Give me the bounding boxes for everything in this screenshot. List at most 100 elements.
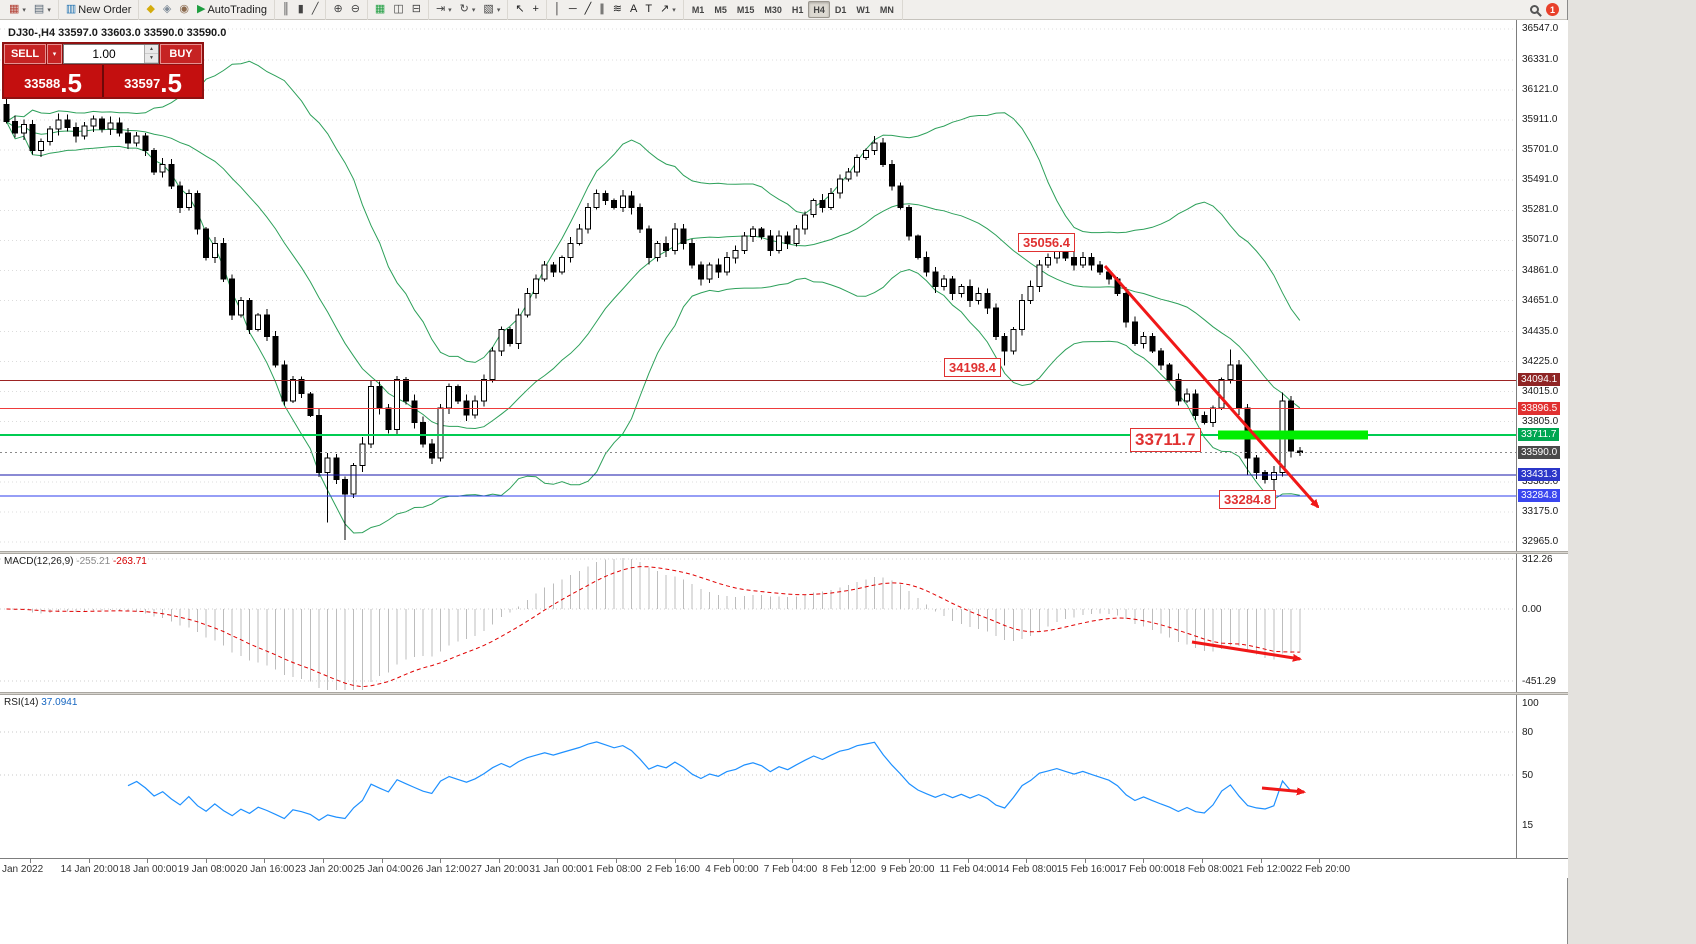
tile-windows-icon: ▦	[374, 3, 386, 15]
trendline-button[interactable]: ╱	[581, 1, 596, 18]
one-click-menu-button[interactable]: ▾	[47, 44, 62, 64]
expert-advisors-button[interactable]: ◆	[142, 1, 158, 18]
tf-mn-button[interactable]: MN	[875, 1, 899, 18]
price-axis-label: 33385.0	[1522, 475, 1559, 487]
fibonacci-retracement-button[interactable]: ≋	[609, 1, 626, 18]
trendline-icon: ╱	[584, 3, 592, 15]
market-button[interactable]: ◈	[159, 1, 175, 18]
tf-h1-button[interactable]: H1	[787, 1, 809, 18]
time-axis-label: 26 Jan 12:00	[412, 864, 471, 875]
expert-advisors-icon: ◆	[146, 3, 155, 15]
templates-button[interactable]: ▧ ▾	[479, 1, 504, 18]
price-chart[interactable]	[0, 20, 1516, 551]
toolbar-group-trading: ▥ New Order	[59, 0, 140, 20]
horizontal-line-button[interactable]: ─	[565, 1, 581, 18]
search-icon[interactable]	[1530, 5, 1539, 14]
macd-axis-label: 0.00	[1522, 604, 1542, 615]
toolbar: ▦ ▾ ▤ ▾ ▥ New Order ◆ ◈ ◉ ▶ AutoTrading ║ ▮ ╱ ⊕ ⊖ ▦ ◫ ⊟ ⇥ ▾ ↻…	[0, 0, 1567, 20]
tf-h4-button[interactable]: H4	[808, 1, 830, 18]
toolbar-group-chart-types: ║ ▮ ╱	[275, 0, 327, 20]
candlestick-chart-button[interactable]: ▮	[294, 1, 308, 18]
rsi-name: RSI(14)	[4, 697, 39, 708]
new-order-button[interactable]: ▥ New Order	[62, 1, 136, 18]
macd-label: MACD(12,26,9) -255.21 -263.71	[4, 556, 147, 567]
price-badge: 33431.3	[1518, 468, 1561, 482]
cursor-button[interactable]: ↖	[511, 1, 528, 18]
tf-w1-label: W1	[856, 4, 870, 15]
text-label-button[interactable]: T	[641, 1, 656, 18]
lot-increase-button[interactable]: ▲	[145, 45, 158, 54]
time-axis-tick	[1202, 859, 1203, 863]
macd-axis: 312.26 0.00 -451.29	[1516, 554, 1568, 692]
auto-scroll-button[interactable]: ↻ ▾	[456, 1, 480, 18]
chevron-down-icon: ▾	[47, 6, 51, 14]
price-badge: 34094.1	[1518, 373, 1561, 387]
vertical-line-button[interactable]: │	[550, 1, 565, 18]
templates-icon: ▧	[483, 3, 494, 15]
tile-windows-button[interactable]: ▦	[371, 1, 389, 18]
new-chart-button[interactable]: ▦ ▾	[5, 1, 30, 18]
lot-decrease-button[interactable]: ▼	[145, 54, 158, 63]
time-axis-tick	[323, 859, 324, 863]
price-axis-label: 35071.0	[1522, 234, 1559, 246]
tf-w1-button[interactable]: W1	[851, 1, 875, 18]
rsi-axis-label: 50	[1522, 770, 1534, 781]
panel-splitter[interactable]	[0, 551, 1568, 554]
tf-m1-button[interactable]: M1	[687, 1, 710, 18]
toolbar-group-windows: ▦ ◫ ⊟	[368, 0, 429, 20]
time-axis[interactable]: Jan 2022 14 Jan 20:00 18 Jan 00:00 19 Jan 0…	[0, 858, 1568, 878]
autotrading-button[interactable]: ▶ AutoTrading	[193, 1, 271, 18]
macd-value-signal: -263.71	[112, 556, 147, 567]
buy-button[interactable]: BUY	[160, 44, 202, 64]
new-order-label: New Order	[78, 3, 132, 16]
main-chart-panel[interactable]: DJ30-,H4 33597.0 33603.0 33590.0 33590.0…	[0, 20, 1516, 551]
time-axis-label: 11 Feb 04:00	[939, 864, 998, 875]
text-button[interactable]: A	[626, 1, 641, 18]
cascade-windows-button[interactable]: ◫	[389, 1, 407, 18]
arrows-tool-button[interactable]: ↗ ▾	[656, 1, 680, 18]
tf-d1-button[interactable]: D1	[830, 1, 852, 18]
horizontal-line-icon: ─	[568, 3, 577, 15]
toolbar-group-chart-options: ⇥ ▾ ↻ ▾ ▧ ▾	[429, 0, 509, 20]
rsi-axis-label: 15	[1522, 820, 1534, 832]
panel-splitter[interactable]	[0, 692, 1568, 695]
signals-button[interactable]: ◉	[175, 1, 193, 18]
line-chart-button[interactable]: ╱	[308, 1, 323, 18]
lot-size-input[interactable]	[64, 45, 144, 63]
price-callout: 35056.4	[1018, 233, 1075, 252]
tf-m30-button[interactable]: M30	[759, 1, 787, 18]
alerts-badge[interactable]: 1	[1546, 3, 1559, 16]
time-axis-label: 18 Jan 00:00	[119, 864, 178, 875]
up-arrow-icon: ▲	[149, 45, 154, 52]
chevron-down-icon: ▾	[448, 6, 452, 14]
time-axis-label: 17 Feb 00:00	[1115, 864, 1175, 875]
macd-axis-label: -451.29	[1522, 676, 1556, 688]
tile-horizontally-button[interactable]: ⊟	[408, 1, 425, 18]
zoom-in-button[interactable]: ⊕	[329, 1, 346, 18]
chevron-down-icon: ▾	[672, 6, 676, 14]
crosshair-button[interactable]: +	[529, 1, 543, 18]
zoom-out-button[interactable]: ⊖	[347, 1, 364, 18]
sell-price-pips: .5	[60, 68, 82, 98]
time-axis-label: 22 Feb 20:00	[1291, 864, 1351, 875]
equidistant-channel-button[interactable]: ∥	[595, 1, 609, 18]
time-axis-tick	[205, 859, 207, 863]
tf-m15-button[interactable]: M15	[732, 1, 760, 18]
time-axis-tick	[1260, 859, 1262, 863]
crosshair-icon: +	[532, 3, 539, 15]
tf-m5-button[interactable]: M5	[709, 1, 732, 18]
price-axis[interactable]: 36547.0 36331.0 36121.0 35911.0 35701.0 35491…	[1516, 20, 1568, 551]
time-axis-tick	[498, 859, 500, 863]
buy-price-button[interactable]: 33597 .5	[104, 65, 202, 97]
sell-button[interactable]: SELL	[4, 44, 46, 64]
shift-end-of-chart-button[interactable]: ⇥ ▾	[432, 1, 456, 18]
toolbar-right: 1	[1530, 3, 1565, 16]
tf-m30-label: M30	[764, 4, 782, 15]
time-axis-label: 8 Feb 12:00	[822, 864, 876, 875]
tf-h1-label: H1	[791, 4, 804, 15]
profiles-button[interactable]: ▤ ▾	[30, 1, 55, 18]
zoom-in-icon: ⊕	[333, 3, 343, 15]
bar-chart-button[interactable]: ║	[278, 1, 294, 18]
sell-price-button[interactable]: 33588 .5	[4, 65, 104, 97]
signals-icon: ◉	[179, 3, 189, 15]
